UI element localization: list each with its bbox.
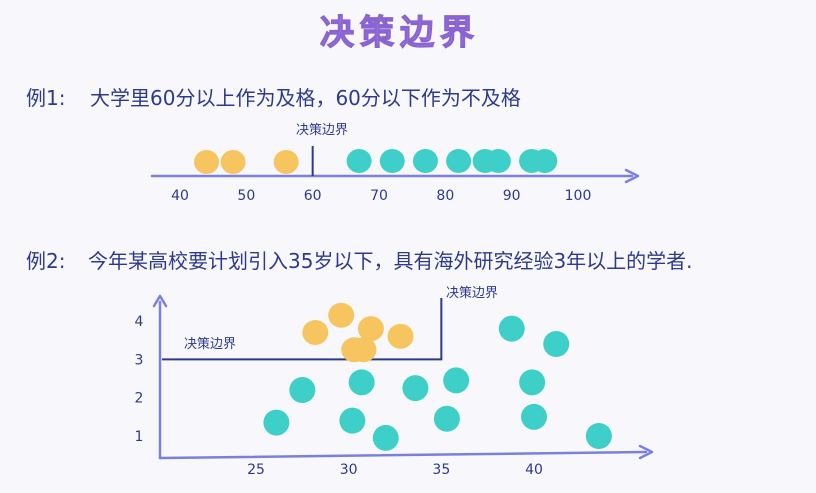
example2-label: 例2: (26, 249, 65, 273)
example2-x-tick-label: 30 (340, 462, 358, 478)
example1-axis-arrow-icon (624, 168, 640, 184)
example2-y-tick-label: 3 (135, 352, 144, 368)
fail-point (273, 150, 299, 174)
example1-boundary-label: 决策边界 (296, 122, 348, 138)
example1-tick-label: 80 (436, 188, 454, 204)
example1-tick-label: 90 (503, 188, 521, 204)
example2-description: 今年某高校要计划引入35岁以下，具有海外研究经验3年以上的学者. (88, 249, 693, 273)
fail-point (220, 150, 246, 174)
accepted-point (328, 302, 355, 328)
pass-point (485, 149, 511, 173)
example2-scatter-plot: 25 30 35 40 1 2 3 4 决策边界 决策边界 (135, 285, 654, 478)
rejected-point (372, 424, 399, 451)
rejected-point (348, 369, 375, 396)
page-title: 决策边界 (320, 13, 480, 53)
example2-y-tick-label: 1 (135, 429, 144, 445)
example2-y-axis-arrow-icon (152, 294, 168, 308)
rejected-point (263, 409, 290, 436)
example1-number-line: 决策边界 40 50 60 70 80 90 100 (150, 122, 640, 204)
example2-y-tick-label: 2 (135, 391, 144, 407)
pass-point (446, 149, 472, 173)
accepted-point (350, 337, 377, 363)
example1-tick-label: 60 (304, 188, 322, 204)
accepted-point (302, 320, 329, 345)
example1-description: 大学里60分以上作为及格，60分以下作为不及格 (90, 86, 521, 110)
rejected-point (402, 375, 429, 402)
rejected-point (521, 403, 547, 430)
rejected-point (339, 407, 366, 434)
pass-point (379, 149, 405, 173)
example2-boundary-line (162, 298, 443, 361)
rejected-point (543, 331, 570, 357)
accepted-point (387, 323, 414, 349)
example2-y-tick-label: 4 (135, 314, 144, 330)
rejected-point (519, 369, 546, 396)
example2-x-axis (158, 450, 648, 460)
rejected-point (443, 367, 470, 394)
accepted-point (357, 316, 384, 342)
example2-x-tick-label: 40 (525, 462, 543, 478)
example1-tick-label: 40 (171, 188, 189, 204)
rejected-point (498, 315, 525, 342)
example2-boundary-label-left: 决策边界 (184, 336, 236, 352)
example1-tick-label: 100 (565, 188, 592, 204)
pass-point (412, 149, 438, 173)
example1-label: 例1: (26, 86, 65, 110)
rejected-point (289, 377, 316, 403)
example2-boundary-label-top: 决策边界 (446, 285, 498, 301)
rejected-point (585, 423, 612, 449)
rejected-point (433, 405, 460, 432)
example1-tick-label: 70 (370, 188, 388, 204)
example1-tick-label: 50 (237, 188, 255, 204)
fail-point (194, 150, 220, 174)
example2-x-tick-label: 35 (432, 462, 450, 478)
pass-point (346, 149, 372, 173)
pass-point (532, 149, 558, 173)
example2-x-tick-label: 25 (247, 462, 265, 478)
example2-x-axis-arrow-icon (638, 444, 654, 460)
